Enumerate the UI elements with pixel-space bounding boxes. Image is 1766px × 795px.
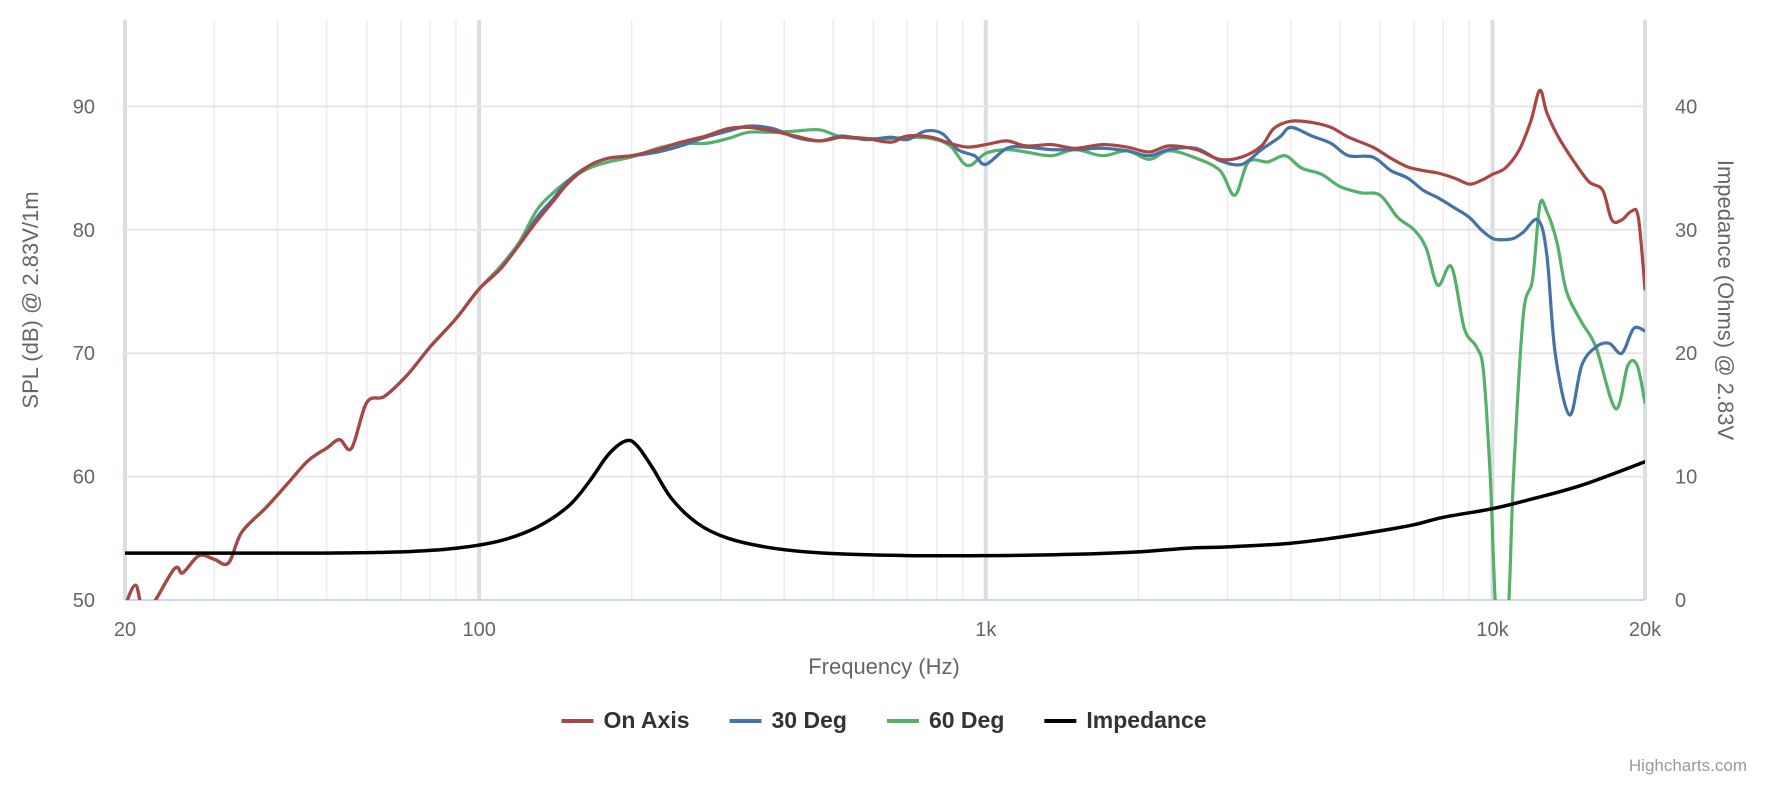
legend: On Axis 30 Deg 60 Deg Impedance xyxy=(561,707,1207,733)
y2-tick-label: 0 xyxy=(1675,590,1686,612)
y2-tick-label: 10 xyxy=(1675,467,1697,489)
plot-area xyxy=(125,88,1645,644)
x-tick-label: 100 xyxy=(462,619,495,641)
x-axis-title: Frequency (Hz) xyxy=(808,654,960,679)
axes: 20 100 1k 10k 20k 50 60 70 80 90 0 10 20 30 40 xyxy=(73,96,1698,641)
series-line-on-axis[interactable] xyxy=(125,88,1645,612)
y-tick-label: 80 xyxy=(73,220,95,242)
y-tick-label: 50 xyxy=(73,590,95,612)
x-tick-label: 20k xyxy=(1629,619,1662,641)
x-tick-label: 1k xyxy=(975,619,997,641)
legend-label: 30 Deg xyxy=(772,707,847,733)
y-axis-title: SPL (dB) @ 2.83V/1m xyxy=(18,191,43,408)
x-tick-label: 10k xyxy=(1476,619,1509,641)
y-tick-label: 60 xyxy=(73,467,95,489)
legend-item-on-axis[interactable]: On Axis xyxy=(561,707,690,733)
credits[interactable]: Highcharts.com xyxy=(1629,756,1747,775)
y2-tick-label: 40 xyxy=(1675,96,1697,118)
series-line-60-deg[interactable] xyxy=(125,127,1645,644)
legend-item-60-deg[interactable]: 60 Deg xyxy=(886,707,1004,733)
y2-tick-label: 20 xyxy=(1675,343,1697,365)
legend-item-impedance[interactable]: Impedance xyxy=(1044,707,1207,733)
y2-tick-label: 30 xyxy=(1675,220,1697,242)
y-tick-label: 90 xyxy=(73,96,95,118)
series-line-impedance[interactable] xyxy=(125,438,1645,558)
legend-label: Impedance xyxy=(1086,707,1206,733)
legend-item-30-deg[interactable]: 30 Deg xyxy=(729,707,847,733)
x-tick-label: 20 xyxy=(114,619,136,641)
y-tick-label: 70 xyxy=(73,343,95,365)
legend-label: On Axis xyxy=(603,707,689,733)
series-line-30-deg[interactable] xyxy=(125,124,1645,612)
legend-label: 60 Deg xyxy=(929,707,1004,733)
grid xyxy=(123,20,1647,601)
y2-axis-title: Impedance (Ohms) @ 2.83V xyxy=(1713,160,1738,441)
